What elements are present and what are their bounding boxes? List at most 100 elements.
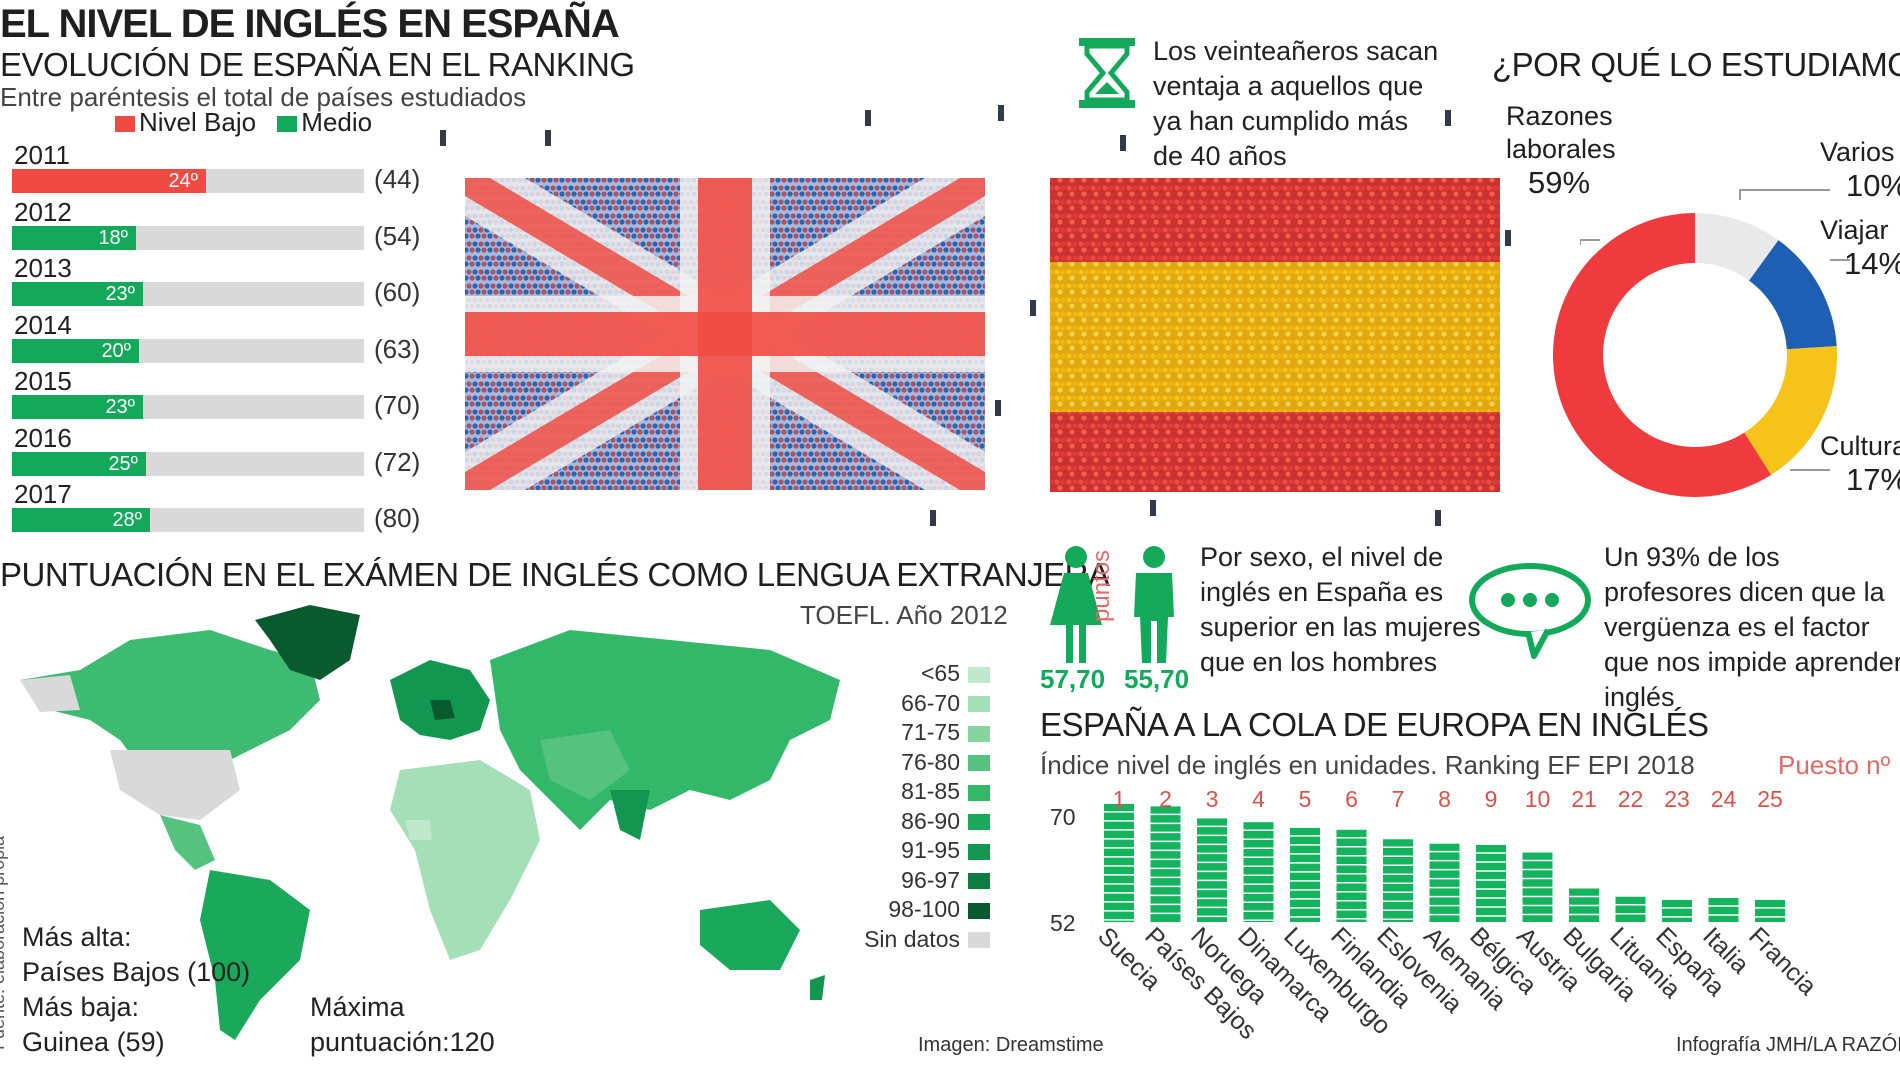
europe-bar xyxy=(1197,818,1227,922)
ranking-bar: 23º xyxy=(12,395,143,419)
europe-bar xyxy=(1755,899,1785,922)
map-alaska xyxy=(20,675,80,712)
europe-bar xyxy=(1336,829,1367,922)
ranking-total: (54) xyxy=(374,220,421,251)
ranking-row-2013: 2013 23º (60) xyxy=(0,253,430,310)
donut-slice-viajar xyxy=(1749,240,1837,350)
ranking-row-2011: 2011 24º (44) xyxy=(0,140,430,197)
ranking-total: (60) xyxy=(374,277,421,307)
europe-bar xyxy=(1383,839,1413,922)
ranking-year: 2017 xyxy=(14,479,72,509)
map-legend-item: 96-97 xyxy=(901,867,990,896)
map-south-america xyxy=(200,870,310,1040)
map-legend-label: 81-85 xyxy=(901,778,960,804)
scattered-people xyxy=(440,105,1511,526)
ranking-position: 23º xyxy=(105,283,135,305)
ranking-position: 24º xyxy=(168,170,198,192)
toefl-heading: PUNTUACIÓN EN EL EXÁMEN DE INGLÉS COMO L… xyxy=(0,556,1110,593)
ranking-row-2012: 2012 18º (54) xyxy=(0,197,430,254)
toefl-lowest-label: Más baja: xyxy=(22,992,140,1022)
ranking-legend: Nivel Bajo Medio xyxy=(115,107,372,138)
why-label-cultura: Cultura 17% xyxy=(1820,430,1900,496)
map-legend-swatch xyxy=(968,784,990,801)
map-legend-label: Sin datos xyxy=(864,925,960,952)
map-legend-item: 76-80 xyxy=(901,749,990,778)
map-legend-label: 96-97 xyxy=(901,866,960,893)
map-legend-label: 86-90 xyxy=(901,807,960,834)
spain-flag-crowd xyxy=(1050,178,1500,492)
ranking-row-2017: 2017 28º (80) xyxy=(0,479,430,536)
donut-slice-cultura xyxy=(1744,346,1837,475)
ranking-year: 2011 xyxy=(14,140,70,170)
hourglass-icon xyxy=(1079,38,1135,108)
ranking-bar: 23º xyxy=(12,282,143,306)
ranking-bar: 25º xyxy=(12,451,146,476)
map-north-america xyxy=(20,630,320,800)
ranking-position: 28º xyxy=(112,509,142,531)
ranking-track: 18º xyxy=(12,225,364,250)
ranking-track: 23º xyxy=(12,395,364,419)
toefl-highest: Más alta: Países Bajos (100) Más baja: G… xyxy=(22,920,250,1060)
map-legend-label: 66-70 xyxy=(901,689,960,716)
toefl-highest-value: Países Bajos (100) xyxy=(22,957,251,987)
toefl-max-value: puntuación:120 xyxy=(310,1027,495,1057)
ranking-bar: 24º xyxy=(12,169,206,193)
map-legend: <65 66-70 71-75 76-80 81-85 86-90 91-95 96-97 98… xyxy=(845,660,990,952)
why-label-viajar-name: Viajar xyxy=(1820,215,1889,245)
why-label-laborales-value: 59% xyxy=(1528,165,1591,200)
why-label-cultura-value: 17% xyxy=(1846,462,1900,497)
map-legend-label: 71-75 xyxy=(901,719,960,745)
map-legend-item: Sin datos xyxy=(864,926,990,955)
europe-bar xyxy=(1476,844,1506,922)
sex-text: Por sexo, el nivel de inglés en España e… xyxy=(1200,542,1481,677)
main-title: EL NIVEL DE INGLÉS EN ESPAÑA xyxy=(0,2,620,46)
europe-bar xyxy=(1662,899,1692,922)
europe-bar xyxy=(1290,827,1320,922)
ranking-row-2015: 2015 23º (70) xyxy=(0,366,430,423)
toefl-source: Fuente: elaboración propia xyxy=(0,835,8,1050)
ranking-subtitle: Entre paréntesis el total de países estu… xyxy=(0,82,527,112)
map-usa xyxy=(110,750,240,820)
map-legend-item: 66-70 xyxy=(901,690,990,719)
ranking-total: (63) xyxy=(374,333,421,364)
ranking-position: 18º xyxy=(98,226,128,249)
europe-heading: ESPAÑA A LA COLA DE EUROPA EN INGLÉS xyxy=(1040,706,1709,743)
europe-bar xyxy=(1615,896,1646,922)
why-label-laborales: Razones laborales 59% xyxy=(1506,100,1646,199)
sex-unit: puntos xyxy=(1088,549,1115,622)
man-icon xyxy=(1134,546,1174,663)
europe-rank-label: 8 xyxy=(1438,786,1451,812)
map-legend-label: 76-80 xyxy=(901,748,960,775)
map-legend-item: <65 xyxy=(921,660,990,689)
map-netherlands xyxy=(430,700,455,720)
ranking-bar: 28º xyxy=(12,508,150,532)
map-legend-label: 91-95 xyxy=(901,837,960,863)
map-legend-swatch xyxy=(968,873,990,890)
europe-rank-label: 22 xyxy=(1617,786,1644,812)
legend-swatch-medio xyxy=(277,116,298,133)
uk-flag-crowd xyxy=(465,178,985,490)
europe-rank-label: 3 xyxy=(1205,786,1219,812)
map-greenland xyxy=(255,605,360,680)
credit-image: Imagen: Dreamstime xyxy=(918,1034,1104,1056)
europe-rank-label: 6 xyxy=(1345,786,1358,812)
map-legend-item: 71-75 xyxy=(901,719,990,748)
map-legend-item: 86-90 xyxy=(901,808,990,837)
why-label-cultura-name: Cultura xyxy=(1820,431,1900,461)
ranking-row-2016: 2016 25º (72) xyxy=(0,423,430,480)
map-africa xyxy=(390,760,540,960)
why-donut-chart xyxy=(1553,213,1837,497)
map-legend-item: 91-95 xyxy=(901,837,990,866)
map-legend-swatch xyxy=(968,814,990,831)
europe-bar xyxy=(1429,843,1460,922)
map-new-zealand xyxy=(810,975,825,1000)
europe-y-top: 70 xyxy=(1050,804,1076,830)
ranking-position: 23º xyxy=(105,396,135,418)
europe-rank-label: 9 xyxy=(1484,786,1498,812)
ranking-position: 25º xyxy=(108,452,138,475)
map-legend-swatch xyxy=(968,755,990,772)
ranking-year: 2013 xyxy=(14,253,72,283)
why-label-viajar: Viajar 14% xyxy=(1820,214,1900,280)
map-australia xyxy=(700,900,800,970)
ranking-total: (80) xyxy=(374,503,421,533)
